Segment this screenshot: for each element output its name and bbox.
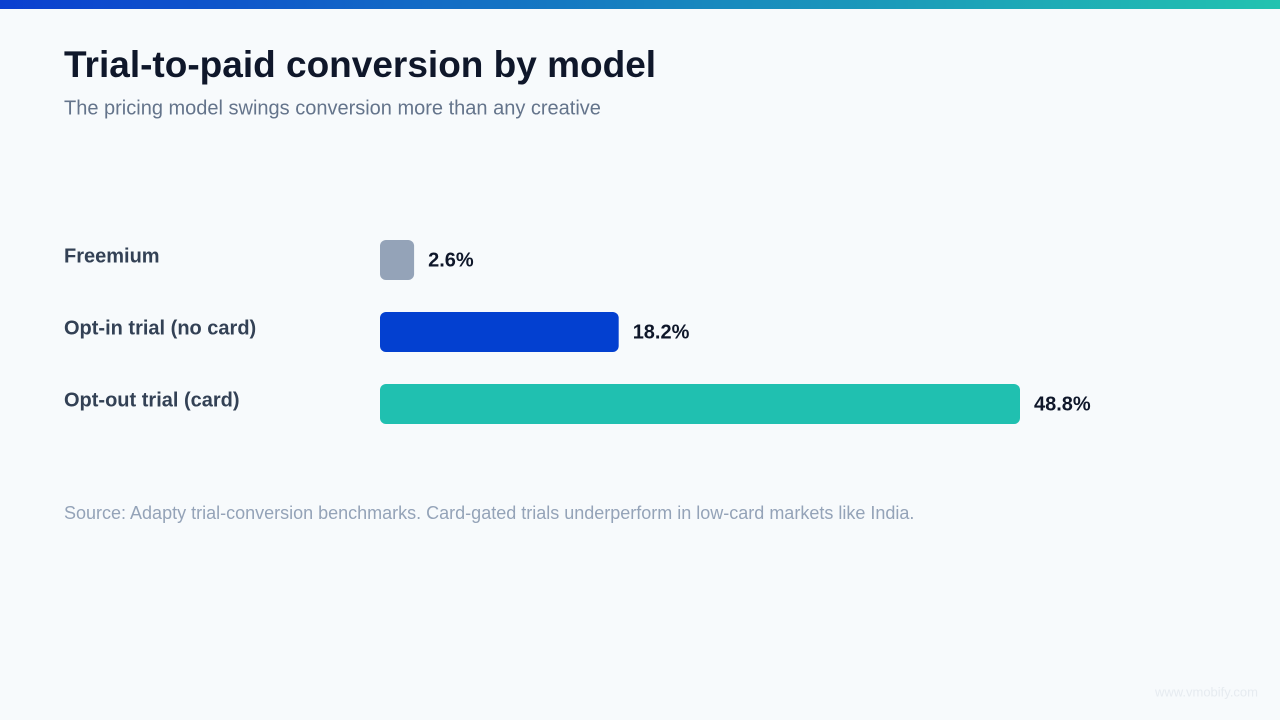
value-label: 18.2% — [633, 321, 690, 343]
source-note: Source: Adapty trial-conversion benchmar… — [64, 503, 914, 523]
category-label: Freemium — [64, 245, 160, 267]
top-accent-bar — [0, 0, 1280, 9]
value-label: 2.6% — [428, 249, 474, 271]
bar — [380, 312, 619, 352]
chart-title: Trial-to-paid conversion by model — [64, 44, 656, 85]
bar — [380, 384, 1020, 424]
chart-subtitle: The pricing model swings conversion more… — [64, 97, 601, 119]
watermark: www.vmobify.com — [1154, 684, 1258, 699]
value-label: 48.8% — [1034, 393, 1091, 415]
category-label: Opt-out trial (card) — [64, 389, 240, 411]
category-label: Opt-in trial (no card) — [64, 317, 256, 339]
bar — [380, 240, 415, 280]
